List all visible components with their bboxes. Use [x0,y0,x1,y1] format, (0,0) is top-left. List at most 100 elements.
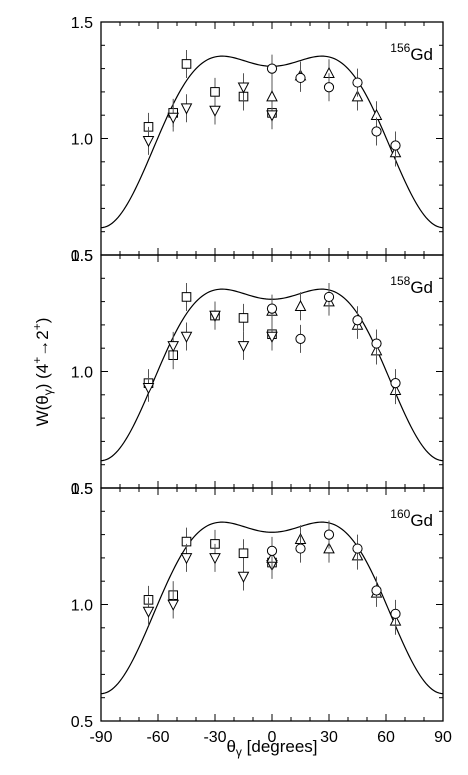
data-point-triangle-down [209,543,221,572]
x-axis-label: θγ [degrees] [226,737,317,759]
data-point-circle [295,63,306,92]
y-tick-label: 1.5 [71,248,93,265]
marker-circle [323,82,335,93]
marker-circle [390,140,401,151]
isotope-element: Gd [410,278,433,297]
marker-circle [371,585,382,596]
data-point-circle [323,520,335,549]
panel-156Gd: 0.5 1.0 1.5 156Gd [71,15,444,265]
y-axis-label: W(θγ) (4+→2+) [30,318,55,427]
marker-circle [266,303,278,314]
isotope-element: Gd [410,45,433,64]
marker-triangle-up [294,299,307,312]
y-tick-label: 1.5 [71,481,93,498]
data-point-triangle-down [142,373,155,402]
y-tick-label: 0.5 [71,714,93,731]
data-point-triangle-down [142,126,155,155]
data-point-triangle-down [142,597,155,626]
isotope-mass: 156 [390,41,410,55]
marker-circle [352,77,363,88]
y-tick-label: 0.5 [71,248,93,265]
data-point-circle [371,117,382,146]
data-point-circle [352,306,363,335]
data-point-triangle-up [266,82,278,111]
marker-circle [295,333,306,344]
data-point-triangle-down [180,543,193,572]
x-tick-label: -30 [203,729,226,746]
isotope-label: 158Gd [390,274,433,297]
marker-triangle-down [142,136,155,148]
data-point-triangle-down [209,301,221,330]
marker-circle [295,543,306,554]
y-tick-label: 0.5 [71,481,93,498]
marker-triangle-down [209,553,221,565]
data-point-triangle-down [167,590,180,619]
marker-square [238,313,249,323]
x-tick-label: 90 [434,729,452,746]
data-point-circle [352,68,363,97]
data-point-circle [371,576,382,605]
isotope-label: 160Gd [390,507,433,530]
data-point-triangle-down [209,96,221,125]
marker-circle [266,545,278,557]
data-point-circle [352,534,363,563]
marker-triangle-down [142,606,155,618]
marker-square [238,548,249,559]
data-point-square [181,282,192,311]
marker-triangle-down [209,105,221,117]
marker-triangle-down [237,82,250,94]
data-point-triangle-down [180,322,193,351]
isotope-element: Gd [410,511,433,530]
panels: 0.51.01.5156Gd0.51.01.5158Gd0.51.01.5-90… [71,15,452,746]
marker-circle [266,63,278,74]
x-tick-label: 0 [268,729,277,746]
marker-circle [390,378,401,389]
panel-160Gd: 0.5 1.0 1.5 -90 -60 -30 0 30 60 90 160Gd [71,481,452,746]
marker-circle [352,543,363,554]
data-point-circle [390,369,401,398]
x-tick-label: -90 [89,729,112,746]
x-tick-label: 30 [320,729,338,746]
data-point-circle [390,131,401,160]
marker-circle [323,291,335,303]
marker-triangle-down [237,571,250,583]
marker-triangle-down [167,112,180,124]
data-point-circle [295,534,306,563]
data-point-circle [295,324,306,353]
data-point-triangle-down [237,331,250,360]
isotope-mass: 158 [390,274,410,288]
y-tick-label: 1.5 [71,15,93,32]
data-point-square [181,49,192,78]
y-tick-label: 1.0 [71,598,93,615]
data-point-square [238,303,249,332]
marker-triangle-down [142,383,155,395]
marker-circle [323,529,335,540]
data-point-circle [371,329,382,358]
data-point-triangle-down [266,322,278,351]
marker-triangle-down [167,599,180,611]
marker-triangle-down [237,341,250,353]
marker-square [210,87,220,97]
data-point-triangle-down [167,103,180,132]
marker-triangle-down [209,310,221,322]
y-tick-label: 1.0 [71,132,93,149]
panel-frame [100,254,444,489]
data-point-triangle-down [180,94,193,123]
data-point-triangle-up [294,292,307,321]
marker-square [181,292,192,302]
data-point-circle [266,536,278,565]
fit-curve [100,521,444,695]
marker-triangle-up [266,90,278,102]
isotope-mass: 160 [390,507,410,521]
marker-triangle-down [180,331,193,343]
marker-circle [295,72,306,84]
marker-circle [352,315,363,326]
marker-circle [390,608,401,619]
x-tick-label: 60 [377,729,395,746]
marker-triangle-down [180,553,193,565]
marker-triangle-down [180,103,193,115]
marker-triangle-down [167,341,180,353]
x-tick-label: -60 [146,729,169,746]
data-point-circle [390,599,401,628]
